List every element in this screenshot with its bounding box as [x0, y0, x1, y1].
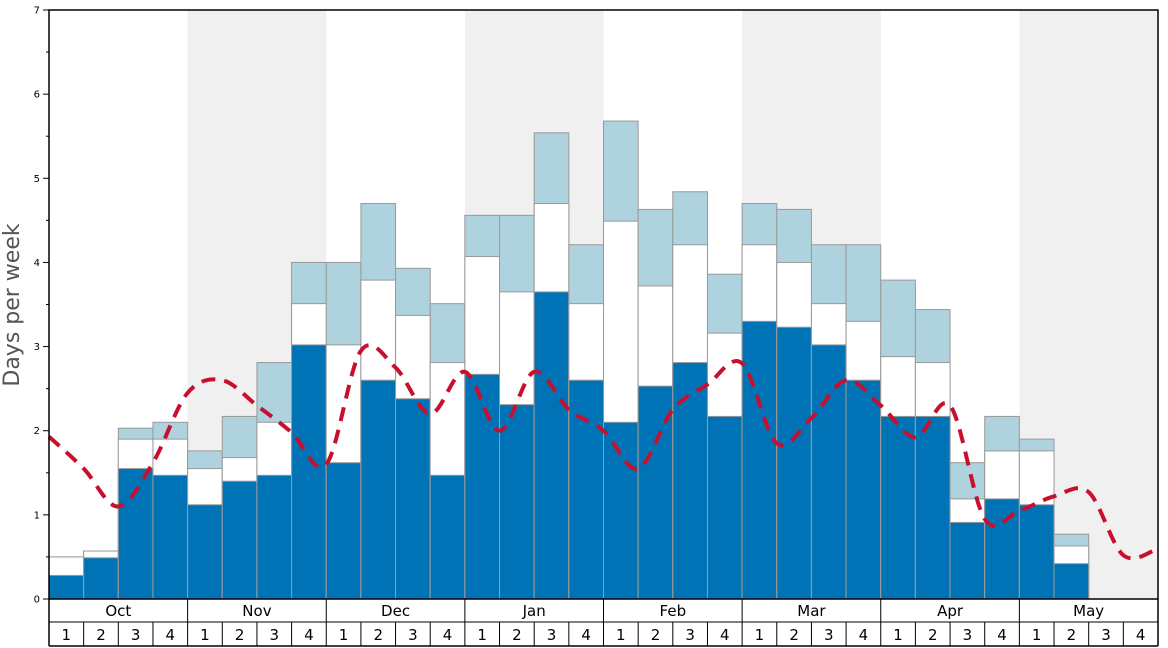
- week-label-may-2: 2: [1067, 626, 1077, 644]
- bar-bottom-23: [810, 344, 847, 600]
- average-line-path: [47, 343, 1159, 561]
- month-label-nov: Nov: [242, 602, 271, 620]
- month-label-feb: Feb: [660, 602, 687, 620]
- bar-bottom-8: [291, 344, 327, 600]
- average-line: [47, 343, 1159, 561]
- bar-bottom-11: [395, 398, 431, 600]
- bar-bottom-16: [568, 379, 604, 600]
- week-label-nov-2: 2: [235, 626, 245, 644]
- bar-bottom-1: [48, 574, 85, 600]
- week-label-feb-2: 2: [651, 626, 661, 644]
- week-label-dec-1: 1: [339, 626, 349, 644]
- bar-bottom-27: [949, 521, 986, 600]
- y-axis-label: Days per week: [0, 223, 25, 386]
- week-label-feb-1: 1: [616, 626, 626, 644]
- month-label-dec: Dec: [381, 602, 410, 620]
- week-label-oct-4: 4: [166, 626, 176, 644]
- y-tick-label-1: 1: [34, 510, 40, 521]
- month-label-oct: Oct: [105, 602, 131, 620]
- week-label-dec-2: 2: [373, 626, 383, 644]
- bar-bottom-6: [221, 480, 258, 600]
- bar-bottom-24: [845, 379, 882, 600]
- week-label-dec-3: 3: [408, 626, 418, 644]
- bar-bottom-22: [776, 326, 812, 600]
- week-label-nov-4: 4: [304, 626, 314, 644]
- week-label-mar-3: 3: [824, 626, 834, 644]
- month-label-mar: Mar: [797, 602, 826, 620]
- bar-bottom-4: [152, 474, 189, 600]
- bar-bottom-13: [464, 373, 501, 600]
- bar-bottom-17: [603, 421, 639, 600]
- week-label-jan-4: 4: [581, 626, 591, 644]
- week-label-mar-1: 1: [755, 626, 765, 644]
- week-label-feb-4: 4: [720, 626, 730, 644]
- week-label-jan-2: 2: [512, 626, 522, 644]
- y-tick-label-3: 3: [34, 342, 40, 353]
- week-label-oct-1: 1: [62, 626, 72, 644]
- week-label-jan-3: 3: [547, 626, 557, 644]
- week-label-mar-4: 4: [859, 626, 869, 644]
- bar-bottom-12: [429, 474, 466, 600]
- week-label-nov-1: 1: [200, 626, 210, 644]
- week-label-oct-2: 2: [96, 626, 106, 644]
- y-tick-label-0: 0: [34, 595, 40, 606]
- bar-bottom-10: [360, 379, 397, 600]
- week-label-nov-3: 3: [269, 626, 279, 644]
- y-tick-label-5: 5: [34, 174, 40, 185]
- week-label-apr-1: 1: [893, 626, 903, 644]
- bar-bottom-15: [533, 291, 570, 600]
- week-label-jan-1: 1: [477, 626, 487, 644]
- month-label-jan: Jan: [522, 602, 546, 620]
- y-tick-label-6: 6: [34, 90, 40, 101]
- bar-bottom-30: [1053, 563, 1090, 600]
- week-label-may-3: 3: [1101, 626, 1111, 644]
- bar-bottom-5: [187, 504, 223, 600]
- bar-bottom-19: [672, 362, 708, 600]
- y-tick-label-2: 2: [34, 426, 40, 437]
- week-label-oct-3: 3: [131, 626, 141, 644]
- week-label-mar-2: 2: [789, 626, 799, 644]
- week-label-apr-4: 4: [997, 626, 1007, 644]
- bar-bottom-26: [914, 415, 951, 600]
- bar-bottom-25: [880, 415, 916, 600]
- week-label-may-1: 1: [1032, 626, 1042, 644]
- bar-bottom-20: [706, 415, 743, 600]
- x-axis: Oct 1 2 3 4 Nov 1 2 3 4 Dec 1 2 3 4 Jan 1 2 3 4 Feb 1 2 3 4 Mar 1 2…: [48, 599, 1159, 647]
- month-label-may: May: [1073, 602, 1104, 620]
- week-label-apr-2: 2: [928, 626, 938, 644]
- bar-bottom-2: [83, 557, 119, 600]
- month-label-apr: Apr: [937, 602, 964, 620]
- bar-bottom-14: [499, 404, 535, 600]
- bar-bottom-29: [1018, 504, 1055, 600]
- week-label-may-4: 4: [1136, 626, 1146, 644]
- bar-bottom-21: [741, 320, 778, 600]
- week-label-dec-4: 4: [443, 626, 453, 644]
- bar-bottom-7: [256, 474, 293, 600]
- stacked-bars: [48, 120, 1090, 600]
- y-tick-label-7: 7: [34, 6, 40, 17]
- week-label-apr-3: 3: [963, 626, 973, 644]
- y-tick-label-4: 4: [34, 258, 40, 269]
- bar-bottom-9: [325, 462, 362, 600]
- week-label-feb-3: 3: [685, 626, 695, 644]
